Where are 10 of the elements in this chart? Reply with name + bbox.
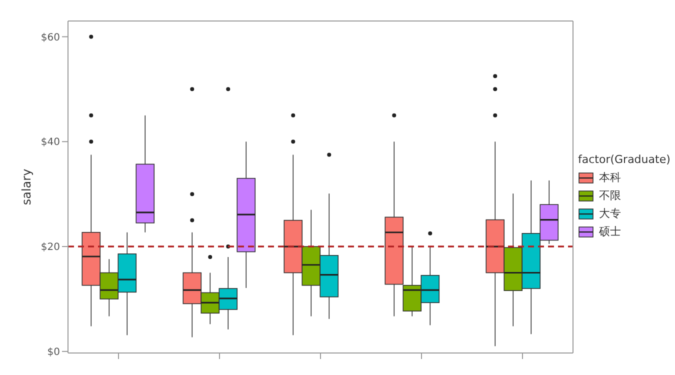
legend-label: 本科 xyxy=(599,170,621,185)
legend-label: 硕士 xyxy=(599,224,621,239)
legend-title: factor(Graduate) xyxy=(578,153,670,166)
legend-label: 大专 xyxy=(599,206,621,221)
y-tick-label: $20 xyxy=(40,242,60,254)
y-tick-label: $40 xyxy=(40,137,60,148)
y-tick-label: $60 xyxy=(40,32,60,44)
legend-label: 不限 xyxy=(599,188,621,203)
y-axis-title: salary xyxy=(19,168,34,206)
y-tick-label: $0 xyxy=(47,346,60,358)
